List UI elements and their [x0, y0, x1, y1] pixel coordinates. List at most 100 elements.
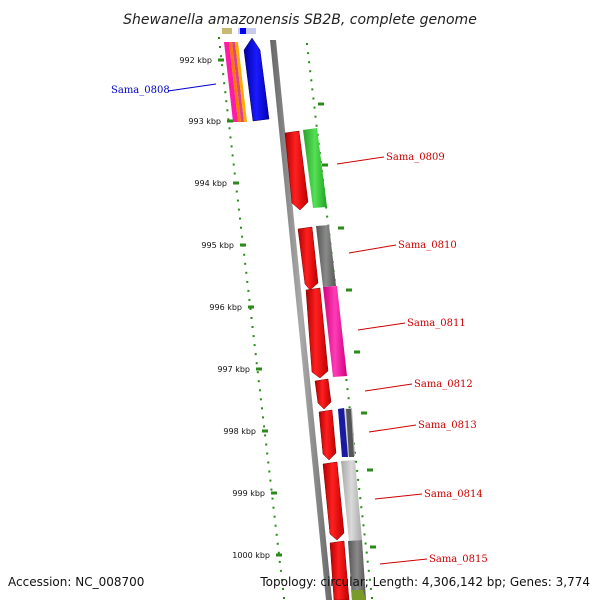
- ring-dot: [218, 37, 220, 39]
- ring-dot: [240, 226, 242, 229]
- ring-dot: [243, 253, 246, 256]
- map-title: Shewanella amazonensis SB2B, complete ge…: [123, 12, 477, 28]
- gene-label[interactable]: Sama_0811: [407, 318, 466, 329]
- ring-dot: [255, 362, 258, 365]
- ring-dot: [310, 79, 313, 82]
- ring-dot: [277, 551, 280, 554]
- gene-label[interactable]: Sama_0810: [398, 240, 457, 251]
- ring-dot: [254, 353, 257, 356]
- ring-dot: [306, 43, 308, 45]
- gene-sama-0813-match-gray: [346, 409, 354, 457]
- ring-dot: [371, 597, 373, 599]
- ring-dot: [269, 479, 272, 482]
- gene-label[interactable]: Sama_0815: [429, 554, 488, 565]
- gene-label[interactable]: Sama_0813: [418, 420, 477, 431]
- tick-mark: [240, 243, 246, 247]
- tick-mark: [322, 163, 328, 167]
- tick-mark: [318, 102, 324, 106]
- tick-label: 998 kbp: [223, 427, 256, 436]
- ring-dot: [227, 118, 230, 121]
- ring-dot: [273, 515, 276, 518]
- ring-dot: [232, 163, 235, 166]
- gene-arrow-sama-0813: [318, 409, 337, 461]
- gene-arrow-sama-0815: [329, 540, 350, 600]
- gene-sama-0815-match-olive: [351, 590, 366, 600]
- ring-dot: [311, 88, 314, 91]
- gene-sama-0811-match: [323, 286, 347, 377]
- tick-label: 1000 kbp: [232, 551, 270, 560]
- tick-label: 999 kbp: [232, 489, 265, 498]
- tick-group: 992 kbp 993 kbp 994 kbp 995 kbp 996 kbp 997 k…: [179, 56, 376, 560]
- gene-sama-0815-match: [348, 540, 366, 600]
- ring-dot: [266, 452, 269, 455]
- ring-dot: [246, 280, 249, 283]
- accession-text: Accession: NC_008700: [8, 575, 144, 589]
- ring-dot: [256, 371, 259, 374]
- ring-dot: [257, 380, 260, 383]
- ring-dot: [248, 298, 251, 301]
- tick-label: 995 kbp: [201, 241, 234, 250]
- ring-dot: [265, 443, 268, 446]
- ring-dot: [347, 397, 350, 400]
- ring-dot: [309, 70, 312, 73]
- ring-dot: [355, 460, 357, 463]
- ring-dot: [312, 97, 315, 100]
- ring-dot: [279, 569, 282, 572]
- tick-label: 996 kbp: [209, 303, 242, 312]
- ring-dot: [358, 488, 361, 490]
- ring-dot: [275, 533, 278, 536]
- gene-label[interactable]: Sama_0814: [424, 489, 483, 500]
- gene-partial-olive: [222, 28, 232, 34]
- ring-dot: [264, 434, 267, 437]
- ring-dot: [252, 335, 255, 338]
- gene-block-sama-0808-stack: [224, 42, 247, 122]
- ring-dot: [239, 217, 241, 220]
- ring-dot: [360, 506, 363, 509]
- ring-dot: [230, 145, 233, 148]
- ring-dot: [226, 109, 229, 112]
- ring-dot: [308, 61, 311, 64]
- gene-arrow-sama-0812: [314, 378, 332, 410]
- gene-label[interactable]: Sama_0808: [111, 85, 170, 96]
- ring-dot: [258, 389, 261, 392]
- gene-label[interactable]: Sama_0812: [414, 379, 473, 390]
- gene-label[interactable]: Sama_0809: [386, 152, 445, 163]
- gene-sama-0810-match: [316, 225, 336, 287]
- ring-dot: [249, 308, 252, 310]
- gene-arrow-sama-0811: [305, 287, 329, 379]
- tick-mark: [262, 429, 268, 433]
- ring-dot: [261, 407, 263, 410]
- ring-dot: [220, 55, 223, 58]
- ring-dot: [348, 406, 351, 409]
- ring-dot: [263, 425, 266, 428]
- ring-dot: [364, 542, 367, 545]
- tick-label: 992 kbp: [179, 56, 212, 65]
- tick-mark: [346, 288, 352, 292]
- ring-dot: [244, 262, 247, 265]
- gene-arrow-sama-0809: [284, 130, 309, 211]
- ring-dot: [361, 515, 364, 518]
- ring-dot: [283, 597, 285, 599]
- ring-dot: [267, 461, 270, 464]
- ring-dot: [233, 172, 236, 175]
- tick-label: 993 kbp: [188, 117, 221, 126]
- ring-dot: [366, 560, 369, 563]
- tick-mark: [218, 58, 224, 62]
- ring-dot: [228, 127, 231, 130]
- ring-dot: [365, 551, 368, 554]
- tick-mark: [248, 305, 254, 309]
- ring-dot: [346, 388, 349, 391]
- ring-dot: [236, 199, 239, 202]
- ring-dot: [313, 106, 316, 109]
- ring-dot: [259, 398, 262, 401]
- gene-partial-lightblue: [238, 28, 256, 34]
- tick-mark: [227, 119, 233, 123]
- gene-leader-line: [357, 322, 406, 331]
- ring-dot: [369, 587, 372, 590]
- ring-dot: [271, 497, 274, 500]
- gene-leader-line: [368, 424, 417, 433]
- gene-leader-line: [374, 493, 423, 500]
- gene-sama-0809-match: [303, 128, 327, 208]
- tick-label: 997 kbp: [217, 365, 250, 374]
- ring-dot: [325, 206, 328, 209]
